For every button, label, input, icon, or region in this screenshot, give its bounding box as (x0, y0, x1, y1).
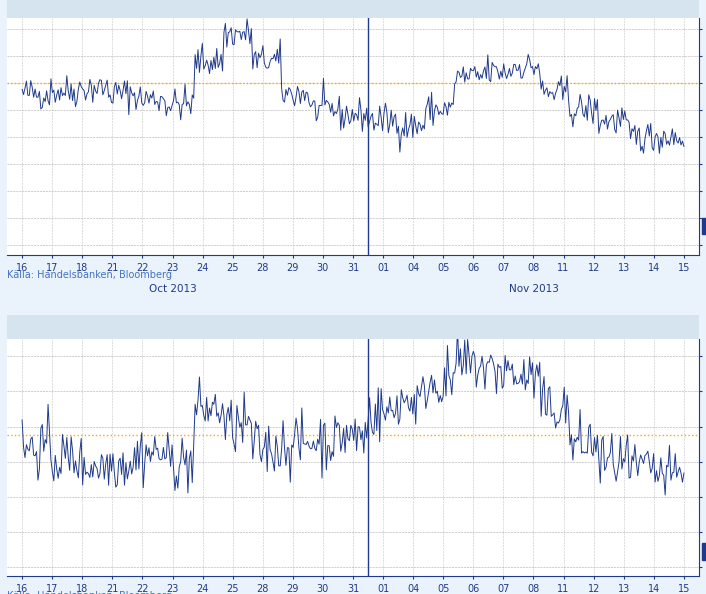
Text: KOPPAR (LME, 3 MÅN): KOPPAR (LME, 3 MÅN) (7, 4, 163, 18)
Text: Oct 2013: Oct 2013 (149, 284, 196, 294)
Text: Nov 2013: Nov 2013 (508, 284, 558, 294)
Text: Källa: Handelsbanken, Bloomberg: Källa: Handelsbanken, Bloomberg (7, 591, 172, 594)
Text: 1789.0: 1789.0 (705, 546, 706, 557)
Text: 6984.25: 6984.25 (705, 221, 706, 231)
Text: ALUMINIUM (LME, 3 MÅN): ALUMINIUM (LME, 3 MÅN) (7, 324, 188, 339)
Text: Källa: Handelsbanken, Bloomberg: Källa: Handelsbanken, Bloomberg (7, 270, 172, 280)
